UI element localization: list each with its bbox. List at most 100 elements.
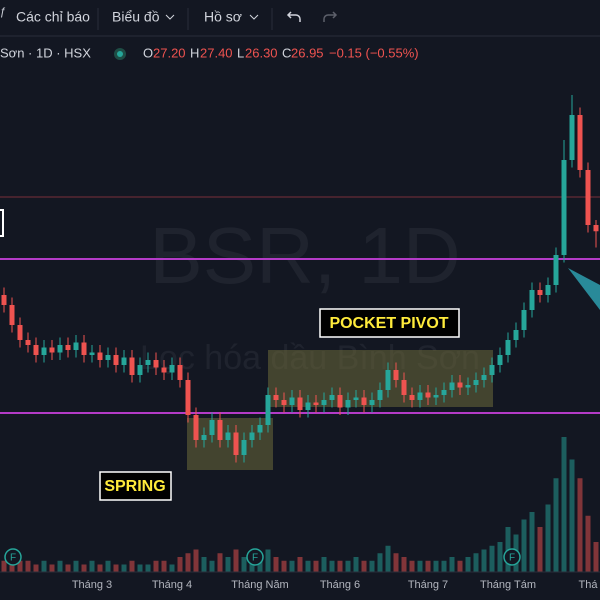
x-tick-label: Tháng Tám — [480, 579, 536, 591]
x-tick-label: Tháng 7 — [408, 579, 448, 591]
redo-button[interactable] — [323, 11, 338, 22]
volume-bar — [177, 557, 183, 572]
volume-bar — [25, 560, 31, 572]
legend-value: 26.95 — [291, 45, 324, 60]
candle-body — [225, 432, 231, 440]
volume-bar — [521, 519, 527, 572]
x-tick-label: Tháng 4 — [152, 579, 192, 591]
volume-bar — [33, 564, 39, 572]
volume-bar — [281, 560, 287, 572]
chart-menu-button[interactable]: Biểu đồ — [112, 9, 160, 25]
candle-body — [329, 395, 335, 400]
volume-bar — [577, 478, 583, 572]
candle-body — [529, 290, 535, 310]
volume-bar — [129, 560, 135, 572]
candle-body — [465, 385, 471, 388]
annotation: SPRING — [104, 478, 165, 495]
candle-body — [257, 425, 263, 433]
candle-body — [25, 340, 31, 345]
undo-button[interactable] — [286, 11, 301, 22]
volume-pane — [1, 437, 599, 572]
volume-bar — [313, 560, 319, 572]
volume-bar — [481, 549, 487, 572]
candles — [1, 95, 599, 463]
event-marker[interactable] — [503, 548, 521, 566]
dropdown-arrow — [165, 14, 175, 20]
indicator-icon[interactable]: ƒ — [0, 6, 6, 18]
candle-body — [569, 115, 575, 160]
volume-bar — [329, 560, 335, 572]
candle-body — [137, 365, 143, 375]
event-icon: F — [10, 553, 16, 564]
candle-body — [593, 225, 599, 232]
volume-bar — [321, 557, 327, 572]
candle-body — [265, 395, 271, 425]
candle-body — [289, 397, 295, 405]
candle-body — [457, 382, 463, 388]
volume-bar — [377, 553, 383, 572]
time-axis: Tháng 3 Tháng 4 Tháng Năm Tháng 6 Tháng 7 Thá… — [72, 579, 599, 591]
candle-body — [473, 380, 479, 385]
event-marker[interactable] — [4, 548, 22, 566]
legend-key: O — [143, 45, 153, 60]
watermark: BSR, 1D — [149, 211, 460, 300]
candle-body — [313, 402, 319, 405]
volume-bar — [297, 557, 303, 572]
volume-bar — [361, 560, 367, 572]
event-icon: F — [252, 553, 258, 564]
volume-bar — [73, 560, 79, 572]
volume-bar — [497, 542, 503, 572]
volume-bar — [417, 560, 423, 572]
candle-body — [161, 367, 167, 373]
candle-body — [105, 355, 111, 360]
candle-body — [505, 340, 511, 355]
candle-body — [553, 255, 559, 285]
volume-bar — [537, 527, 543, 572]
volume-bar — [161, 560, 167, 572]
volume-bar — [425, 560, 431, 572]
volume-bar — [433, 560, 439, 572]
volume-bar — [137, 564, 143, 572]
candle-body — [385, 370, 391, 390]
volume-bar — [169, 564, 175, 572]
volume-bar — [401, 557, 407, 572]
profile-button[interactable]: Hồ sơ — [204, 9, 242, 25]
x-tick-label: Tháng 3 — [72, 579, 112, 591]
volume-bar — [57, 560, 63, 572]
candle-body — [57, 345, 63, 353]
toolbar: ƒ Các chỉ báo Biểu đồ Hồ sơ — [0, 6, 600, 37]
candle-body — [497, 355, 503, 365]
indicators-button[interactable]: Các chỉ báo — [16, 9, 90, 25]
volume-bar — [225, 557, 231, 572]
candle-body — [513, 330, 519, 340]
volume-bar — [441, 560, 447, 572]
x-tick-label: Tháng 6 — [320, 579, 360, 591]
candle-body — [73, 342, 79, 350]
candle-body — [585, 170, 591, 225]
candle-body — [409, 395, 415, 400]
annotation-box — [99, 471, 172, 501]
candle-body — [201, 435, 207, 440]
volume-bar — [473, 553, 479, 572]
volume-bar — [97, 564, 103, 572]
candle-body — [369, 400, 375, 405]
legend-key: C — [282, 45, 291, 60]
volume-bar — [241, 557, 247, 572]
volume-bar — [369, 560, 375, 572]
candle-body — [561, 160, 567, 255]
x-tick-label: Thá — [579, 579, 599, 591]
volume-bar — [409, 560, 415, 572]
volume-bar — [305, 560, 311, 572]
candle-body — [393, 370, 399, 380]
cut-label-box — [0, 209, 4, 237]
volume-bar — [89, 560, 95, 572]
event-marker[interactable] — [246, 548, 264, 566]
candle-body — [297, 397, 303, 410]
candle-body — [281, 400, 287, 405]
volume-bar — [81, 564, 87, 572]
candle-body — [441, 390, 447, 395]
candle-body — [521, 310, 527, 330]
candle-body — [249, 432, 255, 440]
legend-change: −0.15 (−0.55%) — [329, 45, 419, 60]
